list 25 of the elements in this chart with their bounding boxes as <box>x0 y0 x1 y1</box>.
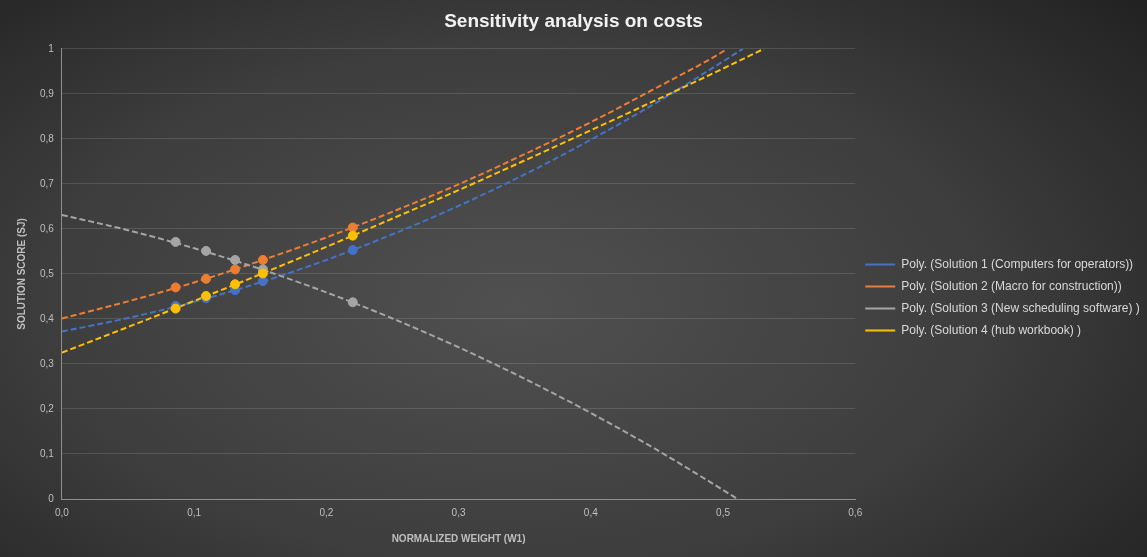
legend-label: Poly. (Solution 4 (hub workbook) ) <box>901 322 1082 337</box>
x-tick-label: 0,6 <box>848 506 863 518</box>
legend-label: Poly. (Solution 2 (Macro for construction)) <box>901 278 1122 293</box>
y-tick-label: 1 <box>48 42 55 54</box>
y-tick-label: 0,7 <box>40 177 55 189</box>
x-tick-label: 0,3 <box>451 506 466 518</box>
y-axis-title: SOLUTION SCORE (SJ) <box>15 218 27 330</box>
y-tick-label: 0,1 <box>40 447 55 459</box>
y-tick-label: 0,8 <box>40 132 55 144</box>
y-tick-label: 0,9 <box>40 87 55 99</box>
x-tick-label: 0,4 <box>583 506 599 518</box>
x-tick-label: 0,1 <box>187 506 202 518</box>
y-tick-label: 0 <box>48 492 55 504</box>
y-tick-label: 0,4 <box>40 312 55 324</box>
x-tick-label: 0,0 <box>54 506 70 518</box>
x-tick-label: 0,5 <box>716 506 731 518</box>
y-tick-label: 0,6 <box>40 222 55 234</box>
y-tick-label: 0,5 <box>40 267 55 279</box>
x-tick-label: 0,2 <box>319 506 334 518</box>
y-tick-label: 0,2 <box>40 402 55 414</box>
y-tick-label: 0,3 <box>40 357 55 369</box>
chart-title: Sensitivity analysis on costs <box>444 9 703 31</box>
legend-label: Poly. (Solution 1 (Computers for operators)) <box>901 256 1134 271</box>
legend-label: Poly. (Solution 3 (New scheduling software) ) <box>901 300 1140 315</box>
x-axis-title: NORMALIZED WEIGHT (W1) <box>391 532 526 544</box>
